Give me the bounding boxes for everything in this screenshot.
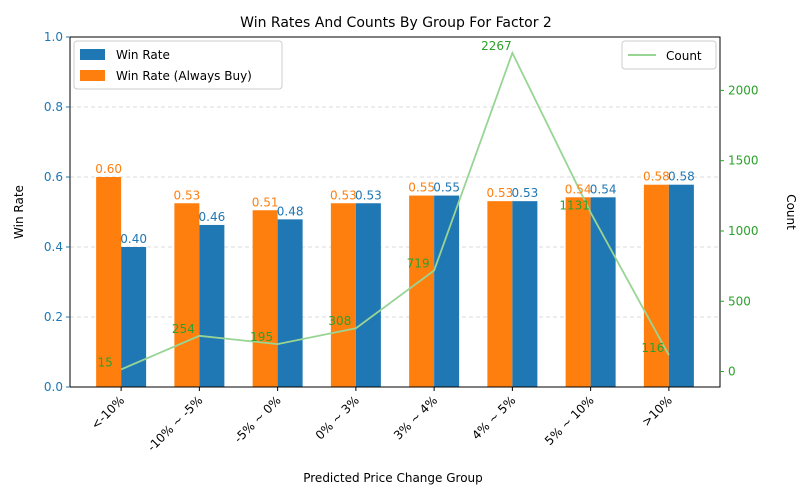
bar-win-rate bbox=[668, 184, 694, 387]
data-label-win-rate: 0.46 bbox=[199, 210, 226, 224]
bar-win-rate-always-buy bbox=[643, 184, 669, 387]
bar-win-rate-always-buy bbox=[174, 203, 200, 387]
x-tick-label: <-10% bbox=[88, 393, 127, 432]
legend-label-win-rate: Win Rate bbox=[116, 48, 170, 62]
data-label-count: 116 bbox=[641, 341, 664, 355]
x-tick-label: 0% ~ 3% bbox=[313, 393, 362, 442]
bar-win-rate-always-buy bbox=[487, 201, 513, 387]
y-tick-label: 1.0 bbox=[44, 30, 63, 44]
bar-win-rate bbox=[590, 197, 616, 387]
bar-win-rate bbox=[199, 224, 225, 387]
legend-swatch-win-rate bbox=[80, 49, 105, 60]
data-label-always-buy: 0.53 bbox=[330, 188, 357, 202]
y2-tick-label: 1500 bbox=[728, 154, 759, 168]
data-label-always-buy: 0.60 bbox=[95, 162, 122, 176]
data-label-always-buy: 0.53 bbox=[174, 188, 201, 202]
x-axis-label: Predicted Price Change Group bbox=[303, 471, 483, 485]
count-series-line bbox=[120, 50, 670, 371]
data-label-win-rate: 0.53 bbox=[512, 186, 539, 200]
legend-left: Win Rate Win Rate (Always Buy) bbox=[73, 40, 283, 90]
legend-swatch-always-buy bbox=[80, 70, 105, 81]
data-label-count: 308 bbox=[328, 314, 351, 328]
y-tick-label: 0.2 bbox=[44, 310, 63, 324]
data-labels: 0.600.40150.530.462540.510.481950.530.53… bbox=[95, 39, 694, 370]
y-tick-label: 0.4 bbox=[44, 240, 63, 254]
data-label-always-buy: 0.54 bbox=[565, 182, 592, 196]
y-axis-label: Win Rate bbox=[12, 185, 26, 239]
y-tick-label: 0.8 bbox=[44, 100, 63, 114]
data-label-win-rate: 0.48 bbox=[277, 204, 304, 218]
x-tick-label: -10% ~ -5% bbox=[145, 393, 206, 454]
data-label-win-rate: 0.40 bbox=[120, 232, 147, 246]
x-tick-label: >10% bbox=[639, 393, 675, 429]
bar-win-rate bbox=[355, 203, 381, 387]
bar-win-rate bbox=[434, 195, 460, 387]
y-tick-label: 0.0 bbox=[44, 380, 63, 394]
x-tick-label: -5% ~ 0% bbox=[231, 393, 283, 445]
y-tick-label: 0.6 bbox=[44, 170, 63, 184]
data-label-always-buy: 0.55 bbox=[408, 181, 435, 195]
data-label-always-buy: 0.51 bbox=[252, 195, 279, 209]
y2-axis-label: Count bbox=[784, 194, 798, 230]
data-label-count: 719 bbox=[407, 256, 430, 270]
data-label-win-rate: 0.54 bbox=[590, 182, 617, 196]
legend-label-always-buy: Win Rate (Always Buy) bbox=[116, 69, 252, 83]
y2-tick-label: 500 bbox=[728, 294, 751, 308]
bar-win-rate bbox=[512, 201, 538, 387]
data-label-always-buy: 0.58 bbox=[643, 170, 670, 184]
plot-frame bbox=[69, 36, 721, 388]
bars bbox=[96, 177, 694, 387]
x-tick-label: 4% ~ 5% bbox=[469, 393, 518, 442]
data-label-win-rate: 0.58 bbox=[668, 170, 695, 184]
legend-left-box bbox=[73, 40, 283, 90]
y2-tick-label: 0 bbox=[728, 365, 736, 379]
data-label-count: 254 bbox=[172, 322, 195, 336]
data-label-count: 2267 bbox=[481, 39, 512, 53]
x-tick-label: 5% ~ 10% bbox=[542, 393, 597, 448]
data-label-count: 1131 bbox=[559, 199, 590, 213]
bar-win-rate-always-buy bbox=[96, 177, 122, 387]
y2-tick-label: 2000 bbox=[728, 83, 759, 97]
bar-win-rate bbox=[121, 247, 147, 387]
bar-win-rate bbox=[277, 219, 303, 387]
x-tick-label: 3% ~ 4% bbox=[391, 393, 440, 442]
data-label-win-rate: 0.55 bbox=[433, 181, 460, 195]
bar-win-rate-always-buy bbox=[330, 203, 356, 387]
count-line bbox=[120, 50, 670, 371]
chart-title: Win Rates And Counts By Group For Factor… bbox=[240, 15, 552, 31]
data-label-count: 15 bbox=[97, 355, 112, 369]
data-label-always-buy: 0.53 bbox=[487, 186, 514, 200]
y2-tick-label: 1000 bbox=[728, 224, 759, 238]
legend-label-count: Count bbox=[666, 49, 702, 63]
bar-win-rate-always-buy bbox=[565, 197, 591, 387]
legend-right: Count bbox=[621, 40, 717, 70]
bar-win-rate-always-buy bbox=[252, 210, 278, 387]
bar-win-rate-always-buy bbox=[409, 195, 435, 387]
data-label-count: 195 bbox=[250, 330, 273, 344]
data-label-win-rate: 0.53 bbox=[355, 188, 382, 202]
legend-right-box bbox=[621, 40, 717, 70]
